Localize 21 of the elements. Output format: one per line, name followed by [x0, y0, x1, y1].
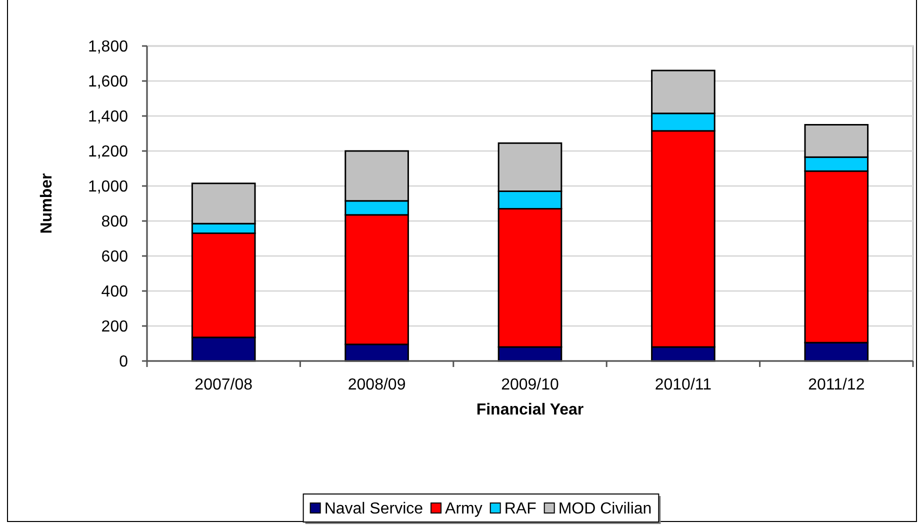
y-tick-label: 200: [101, 318, 128, 336]
y-tick-label: 1,200: [88, 144, 128, 161]
x-tick-label: 2011/12: [808, 376, 865, 394]
legend-label: Naval Service: [324, 500, 424, 518]
y-axis-title: Number: [38, 173, 56, 234]
legend-label: Army: [445, 500, 482, 518]
y-tick-label: 1,800: [88, 38, 128, 56]
y-tick-label: 400: [101, 284, 128, 301]
y-tick-label: 1,600: [88, 74, 128, 91]
y-tick-label: 1,000: [88, 178, 128, 196]
y-tick-label: 1,400: [88, 108, 128, 126]
legend-label: RAF: [504, 500, 537, 518]
x-tick-label: 2009/10: [501, 376, 560, 394]
y-tick-label: 600: [101, 248, 128, 266]
x-axis-title: Financial Year: [476, 402, 584, 419]
y-tick-label: 800: [101, 214, 128, 231]
x-tick-label: 2007/08: [194, 376, 253, 394]
x-tick-label: 2008/09: [348, 376, 406, 394]
y-tick-label: 0: [119, 354, 128, 371]
legend-label: MOD Civilian: [558, 500, 652, 518]
x-tick-label: 2010/11: [654, 376, 712, 394]
